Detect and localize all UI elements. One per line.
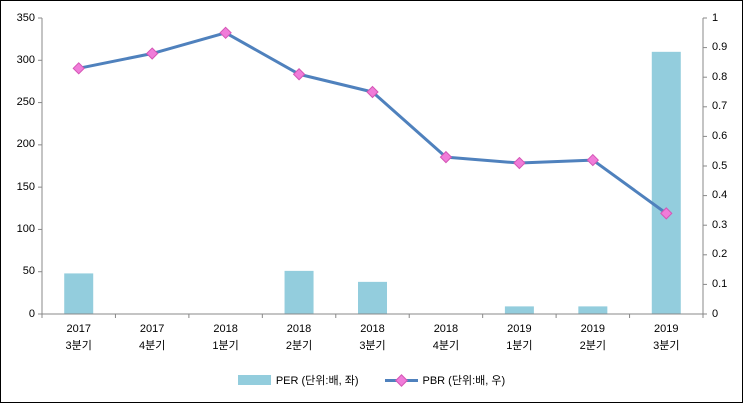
left-axis-tick-label: 200: [16, 138, 35, 151]
per-bar: [64, 273, 94, 314]
left-axis-tick-label: 350: [16, 11, 35, 24]
pbr-marker: [72, 62, 85, 75]
legend: PER (단위:배, 좌) PBR (단위:배, 우): [1, 372, 742, 388]
right-axis-tick-label: 0.9: [712, 41, 728, 54]
left-axis-tick-label: 100: [16, 222, 35, 235]
per-bar-swatch: [237, 375, 271, 385]
per-bar: [358, 281, 387, 314]
x-category-year-label: 2018: [286, 323, 312, 335]
legend-label-per: PER (단위:배, 좌): [275, 375, 359, 387]
x-category-quarter-label: 3분기: [653, 340, 680, 352]
pbr-marker: [439, 150, 453, 164]
left-axis-tick-label: 50: [22, 265, 35, 278]
left-axis-tick-label: 150: [16, 180, 35, 193]
pbr-marker: [145, 47, 159, 60]
right-axis-tick-label: 0.2: [712, 248, 728, 261]
pbr-marker: [366, 85, 379, 99]
x-category-year-label: 2019: [507, 323, 532, 335]
x-category-year-label: 2018: [433, 323, 459, 335]
right-axis-tick-label: 0.4: [712, 189, 728, 202]
pbr-line-swatch: [384, 373, 418, 387]
pbr-marker: [292, 68, 306, 81]
left-axis-tick-label: 250: [16, 96, 35, 109]
x-category-quarter-label: 3분기: [359, 340, 386, 352]
legend-label-pbr: PBR (단위:배, 우): [422, 375, 506, 387]
per-bar: [504, 306, 534, 314]
left-axis-tick-label: 0: [28, 307, 35, 320]
per-bar: [578, 306, 608, 314]
x-category-quarter-label: 1분기: [506, 340, 533, 352]
right-axis-tick-label: 0.5: [712, 159, 728, 172]
right-axis-tick-label: 0.1: [712, 277, 728, 290]
x-category-year-label: 2018: [213, 323, 238, 335]
right-axis-tick-label: 0.8: [712, 70, 728, 83]
pbr-line: [77, 31, 668, 215]
right-axis-tick-label: 0.3: [712, 218, 728, 231]
right-axis-tick-label: 1: [712, 11, 719, 24]
legend-item-pbr: PBR (단위:배, 우): [384, 372, 506, 388]
x-category-year-label: 2017: [139, 323, 165, 335]
x-category-quarter-label: 4분기: [432, 340, 460, 352]
x-category-quarter-label: 4분기: [138, 340, 166, 352]
pbr-diamond-marker-icon: [394, 373, 408, 387]
pbr-marker: [513, 156, 526, 170]
x-category-year-label: 2019: [580, 323, 606, 335]
x-category-year-label: 2019: [654, 323, 679, 335]
right-axis-tick-label: 0.6: [712, 129, 728, 142]
legend-item-per: PER (단위:배, 좌): [237, 372, 359, 388]
pbr-marker: [660, 207, 673, 220]
pbr-marker: [586, 153, 600, 167]
per-bar: [651, 51, 681, 314]
x-category-year-label: 2017: [66, 323, 91, 335]
right-axis-tick-label: 0.7: [712, 100, 728, 113]
pbr-marker: [219, 26, 232, 40]
right-axis-tick-label: 0: [712, 307, 719, 320]
x-category-quarter-label: 3분기: [65, 340, 92, 352]
x-category-quarter-label: 1분기: [212, 340, 239, 352]
x-category-quarter-label: 2분기: [285, 340, 313, 352]
left-axis-tick-label: 300: [16, 53, 35, 66]
x-category-quarter-label: 2분기: [579, 340, 606, 352]
x-category-year-label: 2018: [360, 323, 385, 335]
per-bar: [284, 270, 314, 314]
